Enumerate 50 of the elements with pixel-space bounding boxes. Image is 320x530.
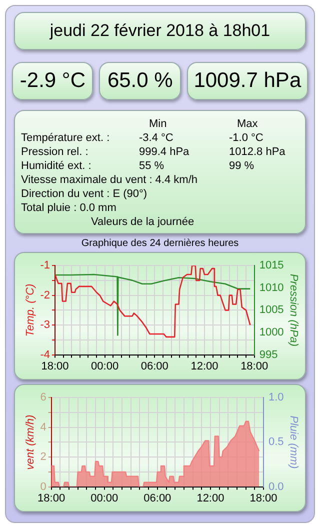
y2-tick-label: 1005 <box>259 304 284 316</box>
y-tick-label: -4 <box>40 348 50 361</box>
text: -2.9 °C <box>12 62 94 100</box>
text: Valeurs de la journée <box>90 215 196 229</box>
x-tick-label: 06:00 <box>140 360 168 372</box>
x-tick-label: 00:00 <box>91 360 119 372</box>
y-tick-label: 2 <box>40 451 46 464</box>
y2-tick-label: 1010 <box>259 282 284 294</box>
y2-tick-label: 1015 <box>259 260 284 272</box>
text: Température ext. : <box>21 131 111 145</box>
x-tick-label: 12:00 <box>196 492 224 504</box>
y-tick-label: 0 <box>40 480 46 493</box>
text: Min <box>149 117 168 131</box>
text: 1012.8 hPa <box>229 145 286 159</box>
y2-axis-title: Pluie (mm) <box>287 416 300 470</box>
y2-tick-label: 1.0 <box>268 392 284 404</box>
text: -1.0 °C <box>229 131 264 145</box>
text: Total pluie : 0.0 mm <box>21 201 118 215</box>
text: 99 % <box>229 159 254 173</box>
x-tick-label: 18:00 <box>41 360 69 372</box>
text: Vitesse maximale du vent : 4.4 km/h <box>21 173 198 187</box>
chart-title: Graphique des 24 dernières heures <box>80 238 240 249</box>
y-tick-label: -2 <box>40 289 50 302</box>
y-tick-label: 4 <box>40 421 46 434</box>
text: Max <box>237 117 258 131</box>
y-axis-title: Temp. (°C) <box>24 283 37 337</box>
y2-tick-label: 0.5 <box>268 436 284 448</box>
text: 55 % <box>139 159 166 173</box>
x-tick-label: 18:00 <box>38 492 66 504</box>
text: Humidité ext. : <box>21 159 92 173</box>
y-tick-label: -1 <box>40 260 50 272</box>
text: -3.4 °C <box>139 131 174 145</box>
y-tick-label: 6 <box>40 392 46 404</box>
text: 65.0 % <box>99 62 181 100</box>
text: Pression rel. : <box>21 145 90 159</box>
y2-tick-label: 1000 <box>259 326 284 339</box>
x-tick-label: 06:00 <box>144 492 172 504</box>
y-axis-title: vent (km/h) <box>24 414 37 470</box>
x-tick-label: 00:00 <box>90 492 118 504</box>
x-tick-label: 12:00 <box>190 360 218 372</box>
text: 1009.7 hPa <box>186 62 308 100</box>
x-tick-label: 18:00 <box>240 360 268 372</box>
text: jeudi 22 février 2018 à 18h01 <box>14 12 306 50</box>
y2-tick-label: 0.0 <box>268 480 284 493</box>
text: 999.4 hPa <box>139 145 190 159</box>
y2-axis-title: Pression (hPa) <box>287 274 300 347</box>
y-tick-label: -3 <box>40 319 50 332</box>
text: Direction du vent : E (90°) <box>21 187 148 201</box>
y2-tick-label: 995 <box>259 348 278 361</box>
x-tick-label: 18:00 <box>250 492 278 504</box>
